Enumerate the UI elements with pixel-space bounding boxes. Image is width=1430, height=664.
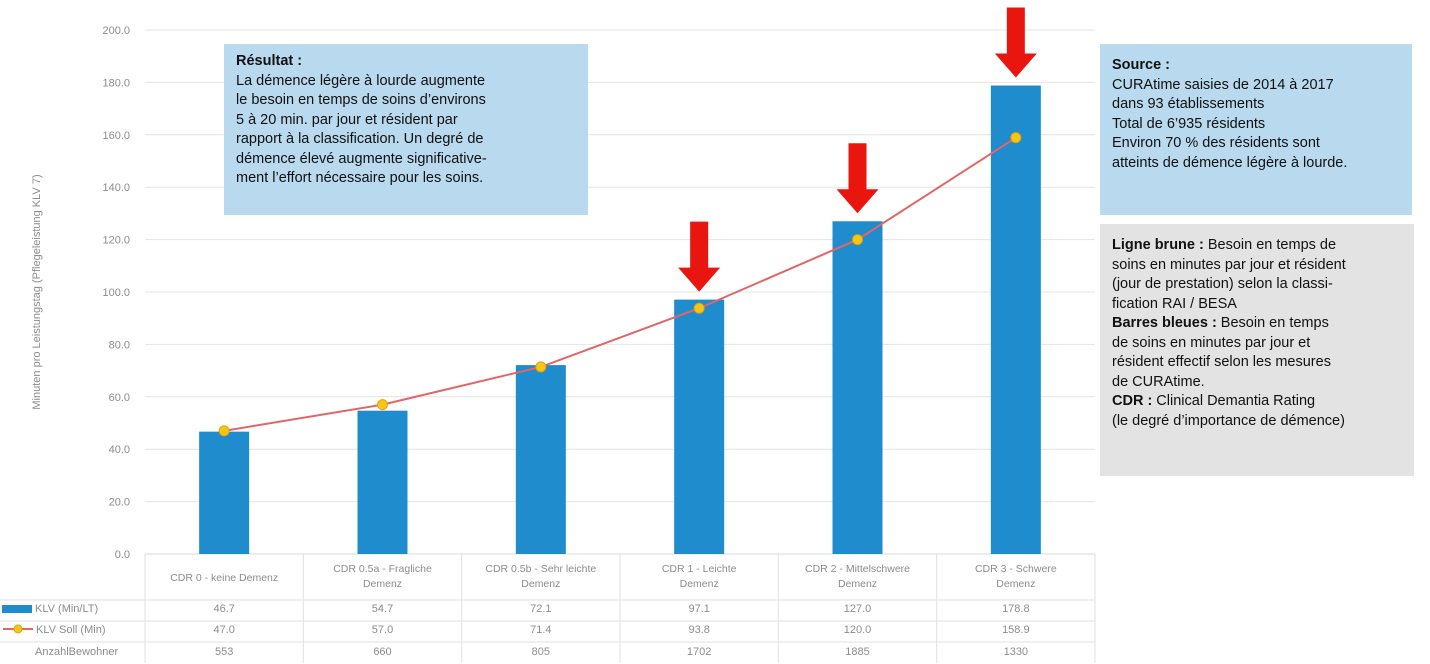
result-line: le besoin en temps de soins d’environs	[236, 92, 486, 108]
line-marker	[377, 399, 388, 411]
row-label: AnzahlBewohner	[35, 646, 119, 658]
y-tick-label: 100.0	[102, 287, 130, 299]
source-title: Source :	[1112, 57, 1171, 73]
count-value-cell: 1885	[845, 646, 869, 658]
source-line: CURAtime saisies de 2014 à 2017	[1112, 76, 1334, 93]
legend-label: KLV (Min/LT)	[35, 603, 98, 615]
legend-marker-swatch	[13, 624, 23, 634]
category-label: CDR 0.5a - Fragliche	[333, 563, 432, 575]
category-label: Demenz	[996, 578, 1035, 590]
y-tick-label: 80.0	[109, 339, 130, 351]
source-box: Source : CURAtime saisies de 2014 à 2017…	[1100, 44, 1412, 215]
bar	[515, 365, 566, 554]
line-value-cell: 93.8	[688, 624, 709, 636]
category-label: CDR 1 - Leichte	[662, 563, 737, 575]
bar-value-cell: 178.8	[1002, 603, 1030, 615]
y-tick-label: 60.0	[109, 392, 130, 404]
line-value-cell: 158.9	[1002, 624, 1030, 636]
y-tick-label: 0.0	[115, 549, 130, 561]
red-arrow-icon	[678, 221, 721, 292]
count-value-cell: 553	[215, 646, 233, 658]
explanation-line: Barres bleues : Besoin en temps	[1112, 315, 1329, 331]
line-marker	[535, 361, 547, 373]
count-value-cell: 805	[532, 646, 550, 658]
bar	[199, 431, 250, 554]
result-line: 5 à 20 min. par jour et résident par	[236, 111, 458, 128]
bar-value-cell: 97.1	[688, 603, 709, 615]
explanation-line: (jour de prestation) selon la classi-	[1112, 276, 1333, 292]
line-value-cell: 71.4	[530, 624, 551, 636]
y-tick-label: 20.0	[109, 497, 130, 509]
y-axis-label: Minuten pro Leistungstag (Pflegeleistung…	[31, 174, 43, 409]
category-label: Demenz	[521, 578, 560, 590]
line-value-cell: 120.0	[844, 624, 872, 636]
category-label: CDR 0 - keine Demenz	[170, 572, 278, 584]
line-marker	[1010, 132, 1022, 144]
source-line: Environ 70 % des résidents sont	[1112, 135, 1320, 151]
bar	[990, 85, 1041, 554]
explanation-line: fication RAI / BESA	[1112, 295, 1237, 312]
category-label: CDR 0.5b - Sehr leichte	[485, 563, 596, 575]
bar	[674, 299, 725, 554]
count-value-cell: 660	[373, 646, 391, 658]
y-tick-label: 140.0	[102, 182, 130, 194]
red-arrow-icon	[994, 7, 1037, 78]
explanation-line: de CURAtime.	[1112, 373, 1205, 390]
red-arrow-icon	[836, 143, 879, 214]
line-marker	[693, 302, 705, 314]
category-label: Demenz	[838, 578, 877, 590]
result-line: La démence légère à lourde augmente	[236, 72, 486, 89]
category-label: Demenz	[363, 578, 402, 590]
category-label: Demenz	[680, 578, 719, 590]
count-value-cell: 1330	[1004, 646, 1028, 658]
result-title: Résultat :	[236, 53, 303, 69]
line-value-cell: 47.0	[213, 624, 234, 636]
line-series	[224, 136, 1017, 432]
y-tick-label: 180.0	[102, 77, 130, 89]
y-tick-label: 200.0	[102, 25, 130, 37]
y-tick-label: 120.0	[102, 235, 130, 247]
bar	[832, 221, 883, 554]
source-line: atteints de démence légère à lourde.	[1112, 154, 1348, 171]
line-marker	[218, 425, 230, 437]
brown-line-label: Ligne brune :	[1112, 237, 1204, 253]
bar-value-cell: 46.7	[213, 603, 234, 615]
count-value-cell: 1702	[687, 646, 711, 658]
explanation-line: CDR : Clinical Demantia Rating	[1112, 393, 1316, 409]
result-line: ment l’effort nécessaire pour les soins.	[236, 170, 484, 186]
explanation-line: (le degré d’importance de démence)	[1112, 412, 1345, 429]
category-label: CDR 3 - Schwere	[975, 563, 1057, 575]
cdr-label: CDR :	[1112, 393, 1153, 409]
y-tick-label: 40.0	[109, 444, 130, 456]
result-line: démence élevé augmente significative-	[236, 150, 487, 167]
result-line: rapport à la classification. Un degré de	[236, 131, 484, 147]
explanation-box: Ligne brune : Besoin en temps de soins e…	[1100, 224, 1414, 476]
explanation-line: de soins en minutes par jour et	[1112, 334, 1311, 351]
explanation-line: résident effectif selon les mesures	[1112, 354, 1331, 370]
bar-value-cell: 72.1	[530, 603, 551, 615]
explanation-line: Ligne brune : Besoin en temps de	[1112, 237, 1337, 253]
bar	[357, 410, 408, 554]
legend-bar-swatch	[2, 605, 32, 613]
bar-value-cell: 127.0	[844, 603, 872, 615]
result-box: Résultat : La démence légère à lourde au…	[224, 44, 588, 215]
source-line: Total de 6’935 résidents	[1112, 115, 1266, 132]
source-line: dans 93 établissements	[1112, 96, 1265, 112]
line-value-cell: 57.0	[372, 624, 393, 636]
y-tick-label: 160.0	[102, 130, 130, 142]
category-label: CDR 2 - Mittelschwere	[805, 563, 910, 575]
legend-label: KLV Soll (Min)	[36, 624, 105, 636]
explanation-line: soins en minutes par jour et résident	[1112, 256, 1346, 273]
line-marker	[852, 234, 863, 246]
blue-bars-label: Barres bleues :	[1112, 315, 1217, 331]
bar-value-cell: 54.7	[372, 603, 393, 615]
